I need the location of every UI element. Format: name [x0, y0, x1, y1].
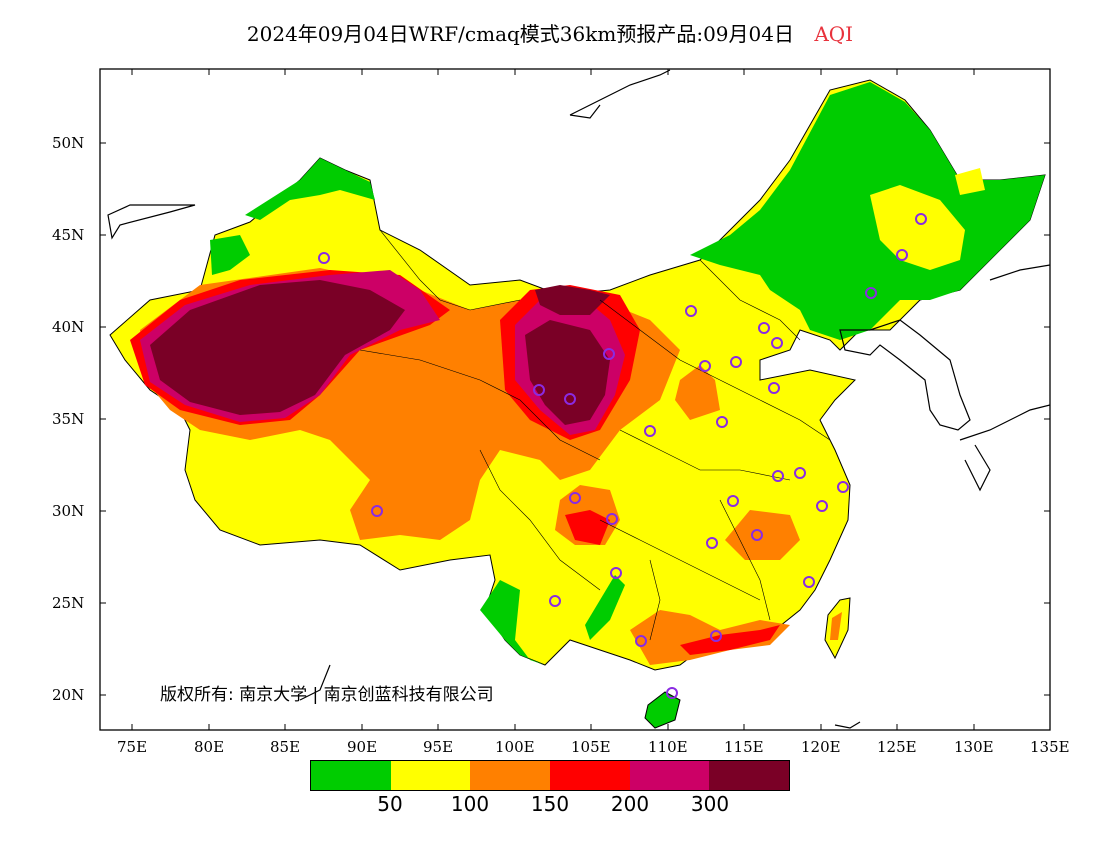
aqi-colorbar [310, 760, 790, 791]
station-marker [371, 505, 383, 517]
station-marker [644, 425, 656, 437]
station-marker [751, 529, 763, 541]
lon-label-115e: 115E [724, 738, 764, 756]
station-marker [666, 687, 678, 699]
title-variable-text: AQI [814, 22, 854, 46]
lat-label-40n: 40N [52, 318, 85, 336]
station-marker [685, 305, 697, 317]
orange-north-china [675, 365, 720, 420]
station-marker [771, 337, 783, 349]
green-west [210, 235, 250, 275]
red-guangdong [680, 625, 780, 655]
station-marker [606, 513, 618, 525]
green-northeast [690, 82, 1045, 340]
yellow-northeast-patch [870, 185, 965, 270]
lon-label-90e: 90E [347, 738, 378, 756]
station-marker [710, 630, 722, 642]
colorbar-label-100: 100 [450, 792, 490, 816]
lon-label-120e: 120E [801, 738, 841, 756]
lon-label-125e: 125E [877, 738, 917, 756]
lon-tick-marks [131, 69, 1051, 730]
station-marker [794, 467, 806, 479]
lat-label-35n: 35N [52, 410, 85, 428]
maroon-tarim [150, 280, 405, 415]
station-marker [865, 287, 877, 299]
lon-label-130e: 130E [954, 738, 994, 756]
colorbar-swatch-1 [390, 761, 471, 790]
green-northwest [245, 158, 375, 220]
aqi-fields [109, 79, 1046, 729]
copyright-text: 版权所有: 南京大学 | 南京创蓝科技有限公司 [160, 685, 494, 705]
lon-label-75e: 75E [117, 738, 148, 756]
red-sichuan [565, 510, 610, 545]
station-marker [569, 492, 581, 504]
station-marker [803, 576, 815, 588]
lon-label-95e: 95E [423, 738, 454, 756]
hainan-island [644, 691, 681, 729]
lat-label-45n: 45N [52, 226, 85, 244]
station-marker [318, 252, 330, 264]
station-marker [727, 495, 739, 507]
lon-label-110e: 110E [648, 738, 688, 756]
station-marker [603, 348, 615, 360]
station-marker [816, 500, 828, 512]
maroon-inner-mongolia [535, 285, 610, 315]
station-marker [837, 481, 849, 493]
station-marker [716, 416, 728, 428]
station-marker [772, 470, 784, 482]
station-marker [564, 393, 576, 405]
station-marker [730, 356, 742, 368]
taiwan-orange [830, 612, 842, 640]
colorbar-swatch-4 [629, 761, 710, 790]
green-south [585, 575, 625, 640]
colorbar-label-300: 300 [690, 792, 730, 816]
lon-label-135e: 135E [1030, 738, 1070, 756]
lat-label-25n: 25N [52, 594, 85, 612]
title-main-text: 2024年09月04日WRF/cmaq模式36km预报产品:09月04日 [246, 22, 794, 46]
colorbar-label-150: 150 [530, 792, 570, 816]
province-boundaries [359, 229, 831, 641]
station-marker [610, 567, 622, 579]
station-marker [635, 635, 647, 647]
lat-label-20n: 20N [52, 686, 85, 704]
lat-label-30n: 30N [52, 502, 85, 520]
station-marker [915, 213, 927, 225]
maroon-loess [525, 320, 610, 425]
lat-tick-marks [100, 142, 1050, 696]
station-marker [896, 249, 908, 261]
lon-label-85e: 85E [270, 738, 301, 756]
station-marker [706, 537, 718, 549]
station-marker [768, 382, 780, 394]
coastlines [107, 69, 1050, 729]
station-markers [318, 213, 927, 699]
station-marker [533, 384, 545, 396]
colorbar-swatch-3 [550, 761, 630, 790]
lon-label-100e: 100E [495, 738, 535, 756]
map-title: 2024年09月04日WRF/cmaq模式36km预报产品:09月04日 AQI [0, 18, 1100, 47]
plot-frame [99, 68, 1051, 731]
lon-label-80e: 80E [194, 738, 225, 756]
colorbar-swatch-0 [311, 761, 391, 790]
station-marker [758, 322, 770, 334]
colorbar-swatch-5 [709, 761, 790, 790]
colorbar-label-200: 200 [610, 792, 650, 816]
colorbar-label-50: 50 [377, 792, 403, 816]
station-marker [549, 595, 561, 607]
yellow-northeast-patch-2 [955, 168, 985, 195]
lon-label-105e: 105E [571, 738, 611, 756]
lat-label-50n: 50N [52, 134, 85, 152]
station-marker [699, 360, 711, 372]
green-southwest [480, 580, 545, 665]
colorbar-swatch-2 [470, 761, 551, 790]
